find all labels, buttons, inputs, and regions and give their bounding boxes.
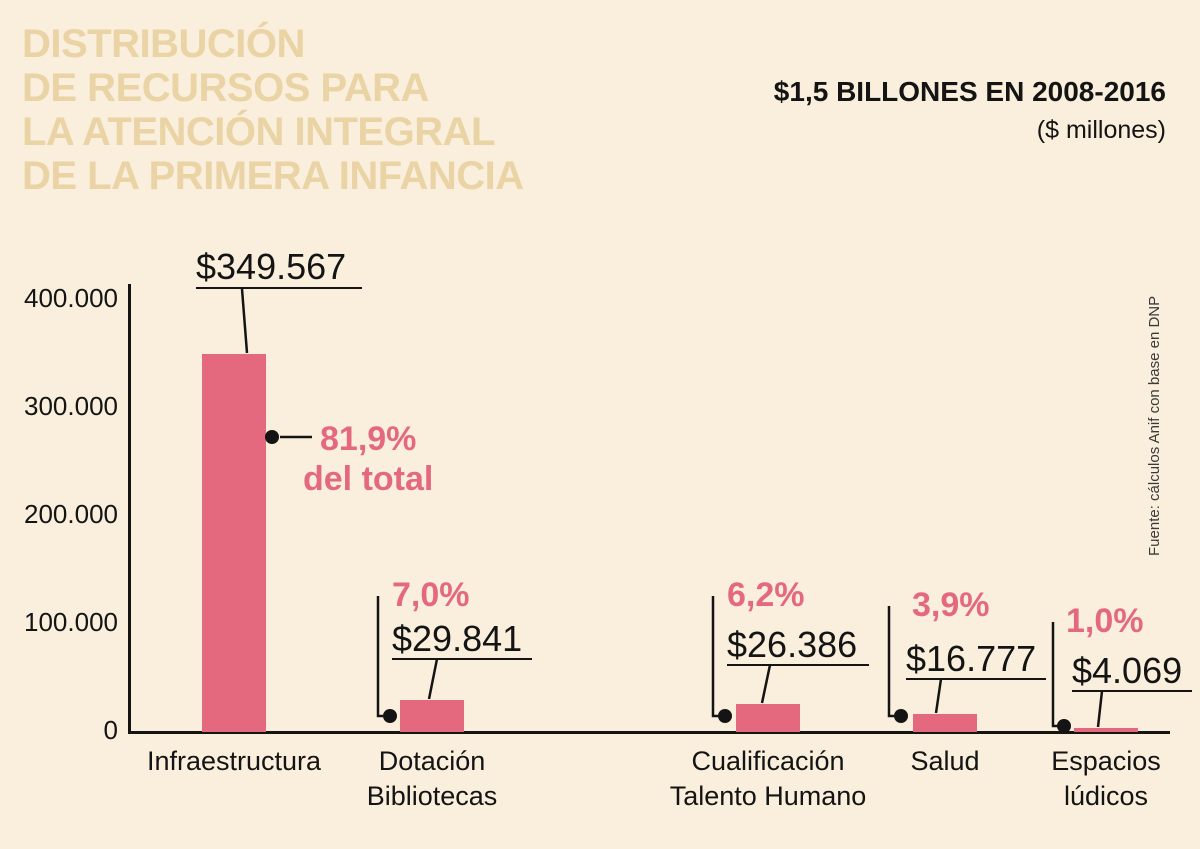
- chart-title: DISTRIBUCIÓN DE RECURSOS PARA LA ATENCIÓ…: [22, 22, 524, 198]
- value-label-dotacion: $29.841: [392, 618, 523, 659]
- bar-dotacion-bibliotecas: [400, 700, 464, 732]
- value-label-espacios: $4.069: [1072, 650, 1183, 691]
- x-axis-line: [128, 731, 1170, 734]
- callout-line-cualificacion-pct: [711, 596, 718, 718]
- callout-line-dotacion-pct: [376, 596, 383, 718]
- callout-dot-salud: [894, 709, 908, 723]
- bar-salud: [913, 714, 977, 732]
- y-tick-0: 0: [103, 715, 118, 745]
- x-label-line: Bibliotecas: [366, 781, 498, 811]
- chart-title-line-2: DE RECURSOS PARA: [22, 66, 429, 110]
- x-label-cualificacion: Cualificación Talento Humano: [648, 744, 888, 814]
- x-label-infraestructura: Infraestructura: [124, 744, 344, 779]
- x-label-line: lúdicos: [1063, 781, 1149, 811]
- x-label-salud: Salud: [885, 744, 1005, 779]
- callout-line-salud-value: [934, 678, 943, 714]
- y-axis-line: [128, 284, 131, 734]
- y-tick-100000: 100.000: [24, 607, 118, 637]
- bar-cualificacion-talento-humano: [736, 704, 800, 732]
- value-label-salud: $16.777: [906, 638, 1037, 679]
- callout-dot-cualificacion: [718, 709, 732, 723]
- value-label-cualificacion: $26.386: [727, 624, 858, 665]
- callout-line-dotacion-value: [427, 658, 439, 700]
- callout-underline: [906, 678, 1046, 680]
- x-label-line: Talento Humano: [669, 781, 867, 811]
- source-note: Fuente: cálculos Anif con base en DNP: [1146, 295, 1163, 556]
- percent-label-dotacion: 7,0%: [392, 576, 470, 614]
- value-label-infraestructura: $349.567: [196, 246, 347, 287]
- x-label-line: Infraestructura: [146, 746, 322, 776]
- total-amount-label: $1,5 BILLONES EN 2008-2016: [773, 76, 1166, 107]
- y-tick-400000: 400.000: [24, 283, 118, 313]
- callout-line-espacios-pct: [1051, 622, 1058, 728]
- chart-title-line-4: DE LA PRIMERA INFANCIA: [22, 154, 524, 198]
- bar-infraestructura: [202, 354, 266, 732]
- y-tick-200000: 200.000: [24, 499, 118, 529]
- callout-line-cualificacion-value: [760, 664, 772, 704]
- callout-underline: [727, 664, 869, 666]
- callout-underline: [1072, 690, 1192, 692]
- x-label-line: Espacios: [1051, 746, 1161, 776]
- x-label-espacios: Espacios lúdicos: [1026, 744, 1186, 814]
- x-label-line: Cualificación: [691, 746, 845, 776]
- callout-dot-infraestructura: [265, 430, 279, 444]
- percent-label-espacios: 1,0%: [1066, 602, 1144, 640]
- callout-line-infraestructura-value: [240, 288, 249, 354]
- callout-underline: [196, 287, 362, 289]
- callout-line-salud-pct: [887, 606, 894, 718]
- percent-label-infraestructura: 81,9%: [320, 420, 417, 458]
- percent-label-cualificacion: 6,2%: [727, 576, 805, 614]
- callout-underline: [392, 658, 532, 660]
- percent-label-salud: 3,9%: [912, 586, 990, 624]
- callout-line-espacios-value: [1096, 690, 1104, 728]
- y-tick-300000: 300.000: [24, 391, 118, 421]
- units-label: ($ millones): [1036, 116, 1166, 144]
- x-label-dotacion: Dotación Bibliotecas: [342, 744, 522, 814]
- x-label-line: Dotación: [378, 746, 486, 776]
- chart-title-line-3: LA ATENCIÓN INTEGRAL: [22, 110, 495, 154]
- chart-title-line-1: DISTRIBUCIÓN: [22, 22, 305, 66]
- bar-espacios-ludicos: [1074, 728, 1138, 732]
- callout-dot-dotacion: [383, 709, 397, 723]
- x-label-line: Salud: [910, 746, 980, 776]
- percent-note: del total: [303, 460, 434, 498]
